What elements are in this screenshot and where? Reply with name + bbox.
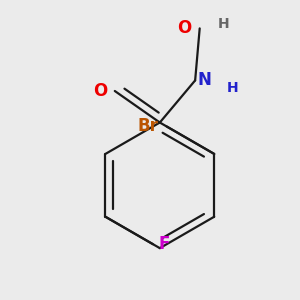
Text: F: F [159,235,170,253]
Text: H: H [218,17,229,32]
Text: H: H [226,81,238,95]
Text: Br: Br [138,117,159,135]
Text: O: O [178,20,192,38]
Text: N: N [197,71,211,89]
Text: O: O [93,82,107,100]
